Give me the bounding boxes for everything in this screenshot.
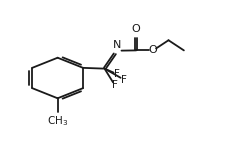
Text: O: O	[148, 45, 157, 55]
Text: F: F	[114, 69, 119, 79]
Text: CH$_3$: CH$_3$	[47, 114, 68, 128]
Text: F: F	[120, 75, 126, 85]
Text: O: O	[131, 24, 140, 34]
Text: F: F	[111, 80, 117, 90]
Text: N: N	[112, 40, 121, 50]
